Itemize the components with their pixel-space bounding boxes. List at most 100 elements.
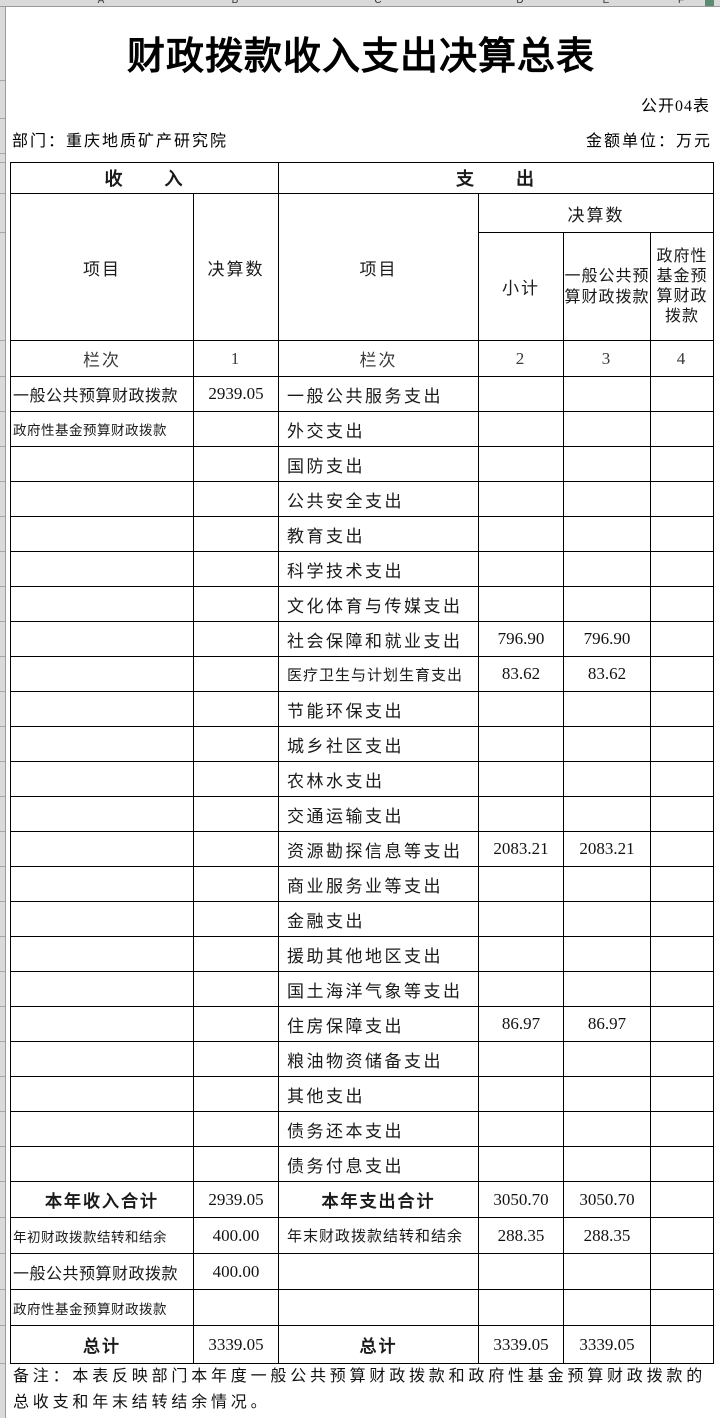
expense-item-cell[interactable]: 外交支出 bbox=[278, 411, 479, 447]
gov-fund-cell[interactable] bbox=[650, 1289, 714, 1326]
column-letter[interactable]: A bbox=[97, 0, 105, 6]
gov-fund-cell[interactable] bbox=[650, 411, 714, 447]
income-item-cell[interactable] bbox=[10, 971, 194, 1007]
income-value-cell[interactable] bbox=[193, 586, 279, 622]
subtotal-cell[interactable] bbox=[478, 1111, 564, 1147]
column-index-cell[interactable]: 3 bbox=[563, 340, 651, 377]
income-item-cell[interactable]: 政府性基金预算财政拨款 bbox=[10, 1289, 194, 1326]
income-lanci-cell[interactable]: 栏次 bbox=[10, 340, 194, 377]
gov-fund-cell[interactable] bbox=[650, 551, 714, 587]
income-item-cell[interactable] bbox=[10, 726, 194, 762]
general-budget-cell[interactable] bbox=[563, 796, 651, 832]
subtotal-cell[interactable] bbox=[478, 1253, 564, 1290]
general-budget-cell[interactable] bbox=[563, 1253, 651, 1290]
gov-fund-cell[interactable] bbox=[650, 1041, 714, 1077]
income-item-cell[interactable] bbox=[10, 1146, 194, 1182]
gov-fund-cell[interactable] bbox=[650, 481, 714, 517]
expense-item-cell[interactable]: 国土海洋气象等支出 bbox=[278, 971, 479, 1007]
income-item-cell[interactable] bbox=[10, 481, 194, 517]
income-item-cell[interactable] bbox=[10, 621, 194, 657]
general-budget-header[interactable]: 一般公共预算财政拨款 bbox=[563, 232, 651, 341]
income-value-cell[interactable] bbox=[193, 796, 279, 832]
subtotal-cell[interactable] bbox=[478, 551, 564, 587]
income-item-cell[interactable]: 一般公共预算财政拨款 bbox=[10, 376, 194, 412]
column-letter[interactable]: B bbox=[231, 0, 239, 6]
gov-fund-cell[interactable] bbox=[650, 1325, 714, 1364]
income-value-cell[interactable] bbox=[193, 901, 279, 937]
income-value-cell[interactable]: 3339.05 bbox=[193, 1325, 279, 1364]
income-item-cell[interactable] bbox=[10, 901, 194, 937]
gov-fund-cell[interactable] bbox=[650, 1146, 714, 1182]
gov-fund-cell[interactable] bbox=[650, 376, 714, 412]
general-budget-cell[interactable] bbox=[563, 481, 651, 517]
expense-item-cell[interactable]: 社会保障和就业支出 bbox=[278, 621, 479, 657]
subtotal-cell[interactable] bbox=[478, 1041, 564, 1077]
income-item-cell[interactable] bbox=[10, 831, 194, 867]
expense-item-cell[interactable]: 文化体育与传媒支出 bbox=[278, 586, 479, 622]
income-item-cell[interactable] bbox=[10, 551, 194, 587]
gov-fund-cell[interactable] bbox=[650, 691, 714, 727]
general-budget-cell[interactable] bbox=[563, 761, 651, 797]
income-value-cell[interactable] bbox=[193, 411, 279, 447]
expense-item-cell[interactable]: 债务付息支出 bbox=[278, 1146, 479, 1182]
gov-fund-cell[interactable] bbox=[650, 761, 714, 797]
subtotal-cell[interactable]: 3339.05 bbox=[478, 1325, 564, 1364]
expense-item-cell[interactable]: 商业服务业等支出 bbox=[278, 866, 479, 902]
income-item-cell[interactable] bbox=[10, 936, 194, 972]
subtotal-cell[interactable] bbox=[478, 1289, 564, 1326]
general-budget-cell[interactable]: 86.97 bbox=[563, 1006, 651, 1042]
gov-fund-cell[interactable] bbox=[650, 796, 714, 832]
general-budget-cell[interactable] bbox=[563, 551, 651, 587]
general-budget-cell[interactable] bbox=[563, 411, 651, 447]
general-budget-cell[interactable] bbox=[563, 1146, 651, 1182]
income-value-cell[interactable] bbox=[193, 761, 279, 797]
expense-lanci-cell[interactable]: 栏次 bbox=[278, 340, 479, 377]
expense-item-cell[interactable] bbox=[278, 1253, 479, 1290]
income-value-cell[interactable] bbox=[193, 936, 279, 972]
subtotal-cell[interactable]: 83.62 bbox=[478, 656, 564, 692]
gov-fund-cell[interactable] bbox=[650, 1076, 714, 1112]
income-value-cell[interactable]: 2939.05 bbox=[193, 376, 279, 412]
expense-item-cell[interactable] bbox=[278, 1289, 479, 1326]
expense-item-cell[interactable]: 公共安全支出 bbox=[278, 481, 479, 517]
subtotal-cell[interactable] bbox=[478, 761, 564, 797]
income-item-cell[interactable] bbox=[10, 1041, 194, 1077]
income-value-cell[interactable]: 400.00 bbox=[193, 1253, 279, 1290]
income-value-cell[interactable]: 400.00 bbox=[193, 1217, 279, 1254]
subtotal-cell[interactable]: 796.90 bbox=[478, 621, 564, 657]
general-budget-cell[interactable] bbox=[563, 971, 651, 1007]
expense-item-cell[interactable]: 资源勘探信息等支出 bbox=[278, 831, 479, 867]
gov-fund-cell[interactable] bbox=[650, 901, 714, 937]
final-amount-header[interactable]: 决算数 bbox=[478, 193, 714, 233]
income-value-cell[interactable] bbox=[193, 1076, 279, 1112]
income-value-cell[interactable] bbox=[193, 1146, 279, 1182]
expense-item-cell[interactable]: 金融支出 bbox=[278, 901, 479, 937]
income-value-cell[interactable] bbox=[193, 691, 279, 727]
expense-item-cell[interactable]: 其他支出 bbox=[278, 1076, 479, 1112]
expense-item-cell[interactable]: 节能环保支出 bbox=[278, 691, 479, 727]
income-item-cell[interactable] bbox=[10, 866, 194, 902]
gov-fund-cell[interactable] bbox=[650, 586, 714, 622]
income-item-cell[interactable] bbox=[10, 656, 194, 692]
expense-item-cell[interactable]: 农林水支出 bbox=[278, 761, 479, 797]
subtotal-cell[interactable] bbox=[478, 446, 564, 482]
income-value-cell[interactable] bbox=[193, 726, 279, 762]
income-value-cell[interactable] bbox=[193, 656, 279, 692]
subtotal-cell[interactable]: 3050.70 bbox=[478, 1181, 564, 1218]
gov-fund-cell[interactable] bbox=[650, 656, 714, 692]
expense-section-header[interactable]: 支 出 bbox=[278, 162, 714, 194]
gov-fund-cell[interactable] bbox=[650, 446, 714, 482]
income-item-cell[interactable]: 本年收入合计 bbox=[10, 1181, 194, 1218]
general-budget-cell[interactable] bbox=[563, 901, 651, 937]
income-value-cell[interactable] bbox=[193, 446, 279, 482]
expense-item-cell[interactable]: 年末财政拨款结转和结余 bbox=[278, 1217, 479, 1254]
income-item-cell[interactable] bbox=[10, 1006, 194, 1042]
gov-fund-cell[interactable] bbox=[650, 831, 714, 867]
expense-item-cell[interactable]: 总计 bbox=[278, 1325, 479, 1364]
general-budget-cell[interactable] bbox=[563, 726, 651, 762]
expense-item-cell[interactable]: 交通运输支出 bbox=[278, 796, 479, 832]
expense-item-cell[interactable]: 教育支出 bbox=[278, 516, 479, 552]
subtotal-cell[interactable]: 2083.21 bbox=[478, 831, 564, 867]
gov-fund-cell[interactable] bbox=[650, 1217, 714, 1254]
income-final-header[interactable]: 决算数 bbox=[193, 193, 279, 341]
